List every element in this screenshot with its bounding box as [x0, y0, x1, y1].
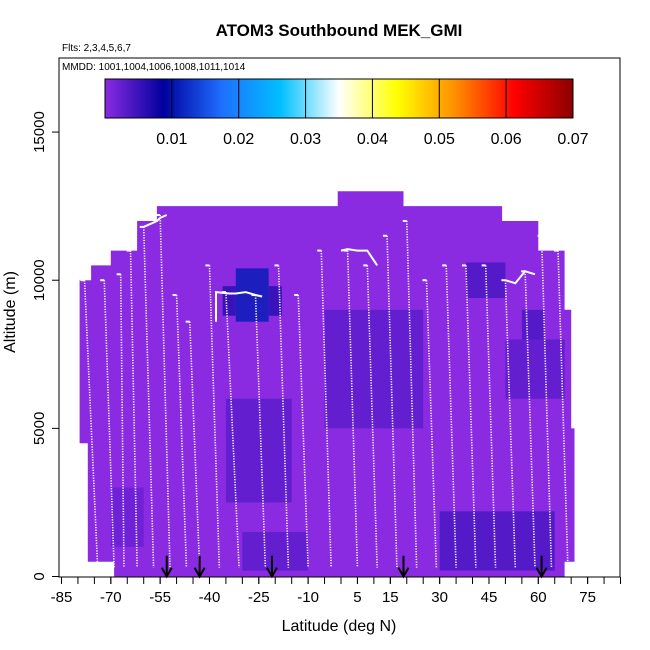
profile-line: [484, 265, 497, 568]
x-tick-label: -85: [51, 589, 73, 606]
x-tick-label: 60: [530, 589, 547, 606]
x-tick-label: -70: [100, 589, 122, 606]
profile-line: [83, 280, 99, 568]
profile-line: [386, 235, 398, 568]
y-tick-label: 15000: [31, 111, 48, 153]
profile-line: [142, 226, 155, 568]
x-tick-label: 15: [382, 589, 399, 606]
y-tick-label: 10000: [31, 259, 48, 301]
colorbar-tick-label: 0.06: [491, 131, 522, 148]
concentration-patch: [222, 286, 236, 316]
profile-line: [103, 280, 115, 568]
profile-line: [524, 271, 536, 568]
axes: -85 -70 -55 -40 -25 -10 5 15 30 45 60 75 0 5000 10000 1…: [31, 57, 621, 606]
concentration-patches: [110, 262, 565, 571]
profile-line: [557, 250, 569, 568]
profile-line: [445, 265, 457, 568]
concentration-patch: [242, 532, 309, 571]
x-tick-label: 45: [481, 589, 498, 606]
colorbar: 0.01 0.02 0.03 0.04 0.05 0.06 0.07: [104, 78, 589, 148]
colorbar-tick-label: 0.01: [156, 131, 187, 148]
concentration-patch: [465, 262, 506, 298]
chart-title: ATOM3 Southbound MEK_GMI: [216, 21, 463, 40]
x-axis-label: Latitude (deg N): [282, 618, 397, 635]
flight-track: [340, 248, 379, 266]
concentration-patch: [505, 339, 565, 399]
profile-line: [425, 280, 438, 568]
profile-line: [465, 265, 477, 568]
profile-line: [320, 250, 332, 568]
flight-track: [215, 290, 263, 322]
colorbar-gradient: [104, 78, 574, 119]
profile-line: [405, 220, 418, 568]
x-tick-label: -10: [297, 589, 319, 606]
plot-area: [79, 191, 575, 579]
profile-line: [366, 265, 378, 568]
concentration-patch: [268, 286, 282, 316]
profile-line: [540, 235, 553, 568]
y-tick-label: 5000: [31, 412, 48, 445]
profile-line: [208, 265, 221, 568]
profile-line: [277, 265, 290, 568]
profile-line: [297, 294, 309, 568]
x-tick-label: -40: [199, 589, 221, 606]
flights-label: Flts: 2,3,4,5,6,7: [62, 43, 131, 54]
colorbar-tick-label: 0.07: [557, 131, 588, 148]
x-tick-label: 5: [353, 589, 361, 606]
plot-frame: [58, 57, 621, 578]
y-axis-label: Altitude (m): [2, 271, 19, 353]
profile-line: [188, 321, 201, 568]
profile-line: [254, 294, 267, 568]
flight-track: [143, 214, 168, 228]
colorbar-tick-label: 0.04: [357, 131, 388, 148]
x-tick-label: -25: [248, 589, 270, 606]
y-tick-label: 0: [31, 572, 48, 580]
dates-label: MMDD: 1001,1004,1006,1008,1011,1014: [62, 62, 246, 73]
profile-line: [175, 294, 188, 568]
concentration-patch: [225, 398, 292, 503]
concentration-patch: [521, 309, 545, 340]
profile-line: [119, 274, 125, 568]
concentration-patch: [110, 487, 144, 547]
profile-line: [504, 280, 517, 568]
concentration-patch: [324, 309, 424, 429]
colorbar-tick-label: 0.05: [424, 131, 455, 148]
x-tick-label: 75: [579, 589, 596, 606]
profile-line: [346, 250, 359, 568]
profile-tracks: [80, 214, 569, 568]
profile-line: [225, 292, 240, 568]
colorbar-tick-label: 0.02: [223, 131, 254, 148]
x-tick-label: -55: [149, 589, 171, 606]
profile-line: [159, 215, 171, 568]
profile-line: [129, 250, 138, 568]
colorbar-tick-label: 0.03: [290, 131, 321, 148]
concentration-patch: [439, 511, 555, 571]
x-tick-label: 30: [431, 589, 448, 606]
flight-track: [505, 270, 536, 285]
